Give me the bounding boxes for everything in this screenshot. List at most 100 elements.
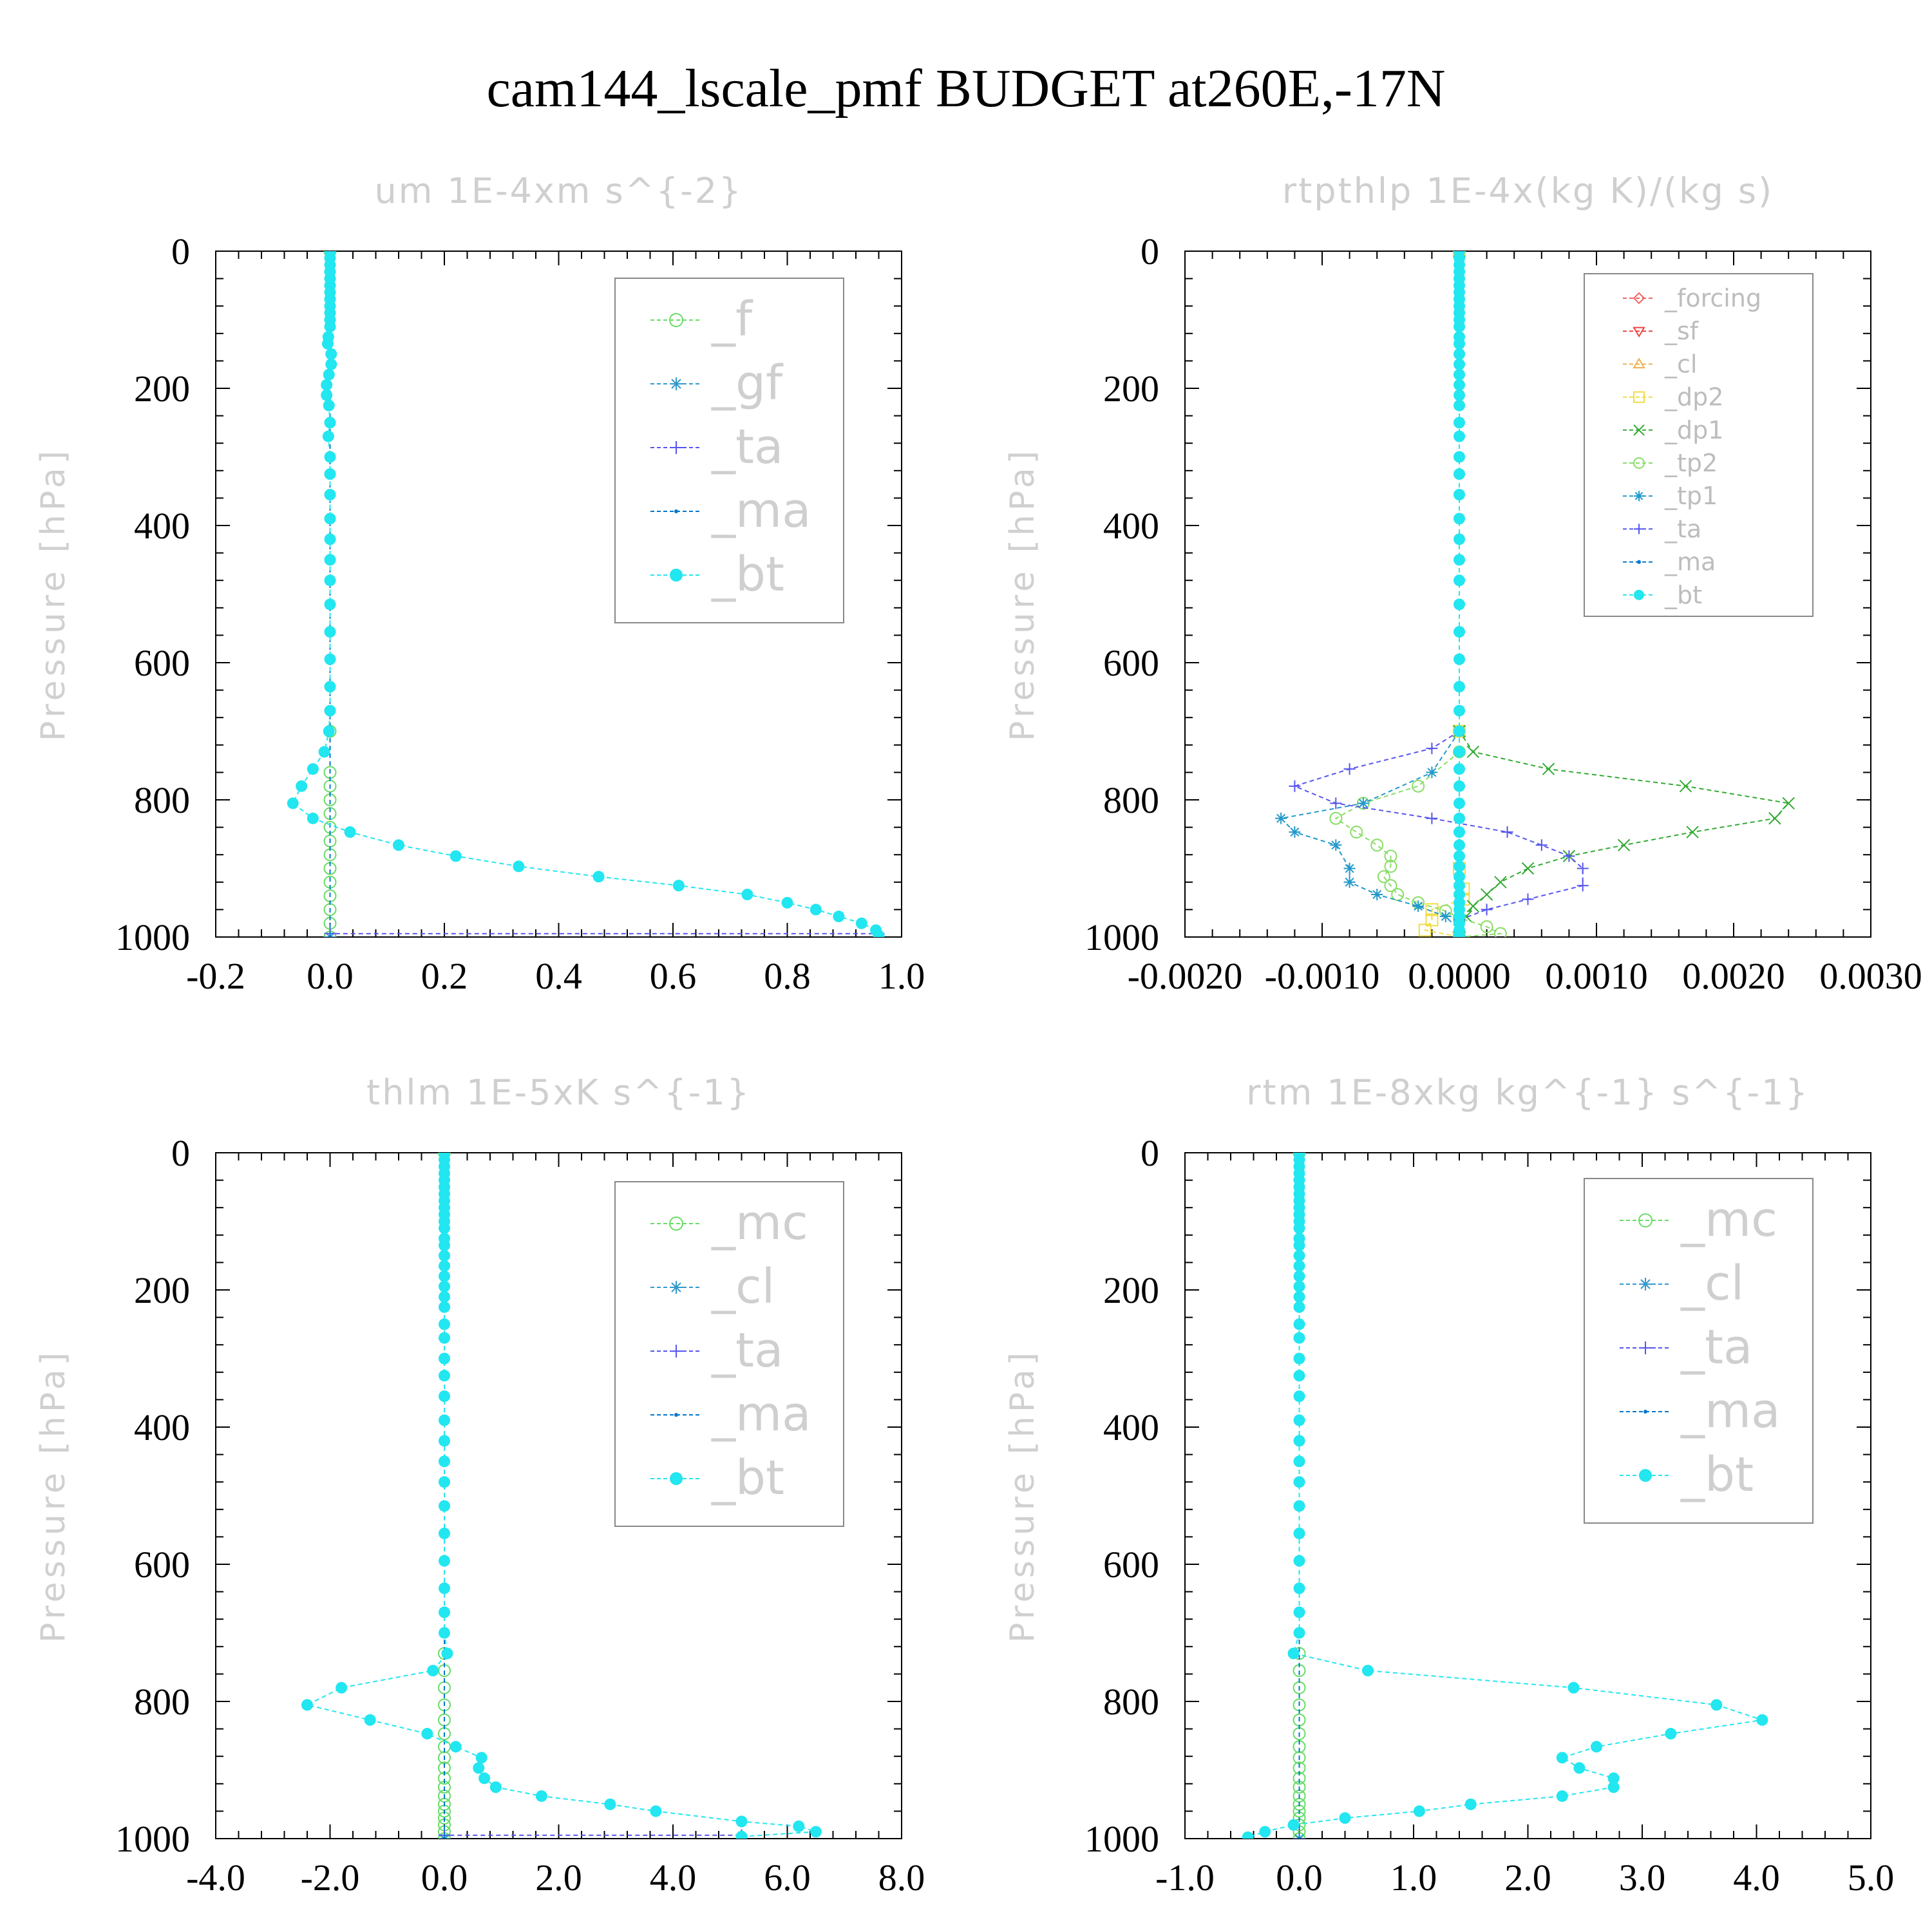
- y-tick-label: 1000: [115, 916, 190, 958]
- data-point-bt: [1454, 348, 1465, 360]
- data-point-tp2: [1350, 826, 1363, 839]
- x-tick-label: 3.0: [1619, 1857, 1666, 1899]
- data-point-bt: [393, 839, 404, 851]
- y-axis-label: Pressure [hPa]: [1003, 447, 1042, 741]
- data-point-bt: [1454, 839, 1465, 851]
- y-tick-label: 200: [1103, 1269, 1159, 1311]
- panel-title: rtpthlp 1E-4x(kg K)/(kg s): [1282, 171, 1774, 211]
- data-point-bt: [439, 1370, 450, 1382]
- data-point-bt: [1454, 489, 1465, 501]
- legend-marker-mc: [1638, 1213, 1653, 1227]
- data-layer: [287, 251, 885, 937]
- data-point-bt: [833, 911, 845, 923]
- data-point-bt: [439, 1260, 450, 1272]
- data-point-bt: [1293, 1528, 1305, 1540]
- legend-marker-ma: [1637, 560, 1641, 564]
- data-point-bt: [1293, 1318, 1305, 1331]
- x-tick-label: -0.2: [186, 955, 245, 997]
- data-point-bt: [301, 1699, 313, 1711]
- data-point-bt: [1454, 725, 1465, 737]
- data-point-tp2: [1377, 870, 1390, 884]
- data-point-tp1: [1343, 862, 1356, 875]
- plot-frame: [1184, 251, 1871, 938]
- legend-marker-forcing: [1633, 292, 1645, 305]
- data-point-bt: [439, 1627, 450, 1639]
- data-point-tp1: [1289, 826, 1301, 838]
- data-point-bt: [1454, 337, 1465, 350]
- legend-label-ma: _ma: [711, 1387, 811, 1442]
- data-point-dp1: [1542, 762, 1555, 775]
- y-tick-label: 200: [134, 368, 190, 410]
- y-tick-label: 400: [134, 505, 190, 547]
- data-point-bt: [325, 348, 337, 360]
- data-point-bt: [1293, 1555, 1305, 1567]
- data-point-bt: [489, 1781, 502, 1794]
- legend-label-bt: _bt: [711, 547, 784, 602]
- y-tick-label: 0: [1141, 1132, 1159, 1174]
- data-point-bt: [450, 1741, 462, 1753]
- data-point-bt: [873, 929, 885, 937]
- legend-box: [1584, 1178, 1814, 1524]
- data-point-bt: [324, 489, 336, 501]
- panel-title: thlm 1E-5xK s^{-1}: [366, 1072, 751, 1113]
- x-tick-label: -0.0020: [1128, 955, 1243, 997]
- data-point-tp1: [1330, 839, 1342, 851]
- data-point-bt: [1293, 1239, 1305, 1251]
- x-tick-label: 0.0030: [1819, 955, 1922, 997]
- legend-marker-dp1: [1633, 424, 1645, 436]
- data-point-bt: [1339, 1812, 1351, 1824]
- data-point-bt: [318, 746, 330, 758]
- data-point-bt: [1293, 1476, 1305, 1488]
- y-tick-label: 600: [1103, 642, 1159, 684]
- y-tick-label: 600: [134, 642, 190, 684]
- data-point-dp1: [1686, 826, 1699, 838]
- y-tick-label: 800: [1103, 779, 1159, 821]
- data-point-ta: [1289, 780, 1301, 792]
- data-point-bt: [439, 1390, 450, 1403]
- y-axis-label: Pressure [hPa]: [1003, 1349, 1042, 1643]
- legend-marker-ta: [670, 441, 683, 454]
- data-layer: [1242, 1153, 1768, 1839]
- data-point-bt: [473, 1762, 485, 1774]
- data-point-bt: [592, 871, 605, 883]
- x-tick-label: 0.8: [764, 955, 811, 997]
- legend-label-dp2: _dp2: [1664, 383, 1723, 412]
- data-point-bt: [1454, 321, 1465, 333]
- data-point-bt: [855, 917, 867, 929]
- data-point-bt: [1293, 1500, 1305, 1512]
- data-point-bt: [307, 812, 319, 824]
- data-point-bt: [1454, 888, 1465, 900]
- data-point-bt: [1242, 1831, 1254, 1839]
- data-point-bt: [1665, 1728, 1677, 1740]
- legend-label-ta: _ta: [711, 419, 783, 475]
- data-point-bt: [323, 368, 335, 381]
- data-point-bt: [439, 1455, 450, 1468]
- panel-4: rtm 1E-8xkg kg^{-1} s^{-1} Pressure [hPa]…: [1003, 1072, 1894, 1899]
- data-point-bt: [1454, 797, 1465, 810]
- data-point-bt: [324, 468, 336, 480]
- data-layer: [301, 1153, 822, 1839]
- data-point-bt: [650, 1805, 662, 1817]
- x-tick-label: 0.0: [1276, 1857, 1323, 1899]
- data-point-bt: [439, 1318, 450, 1331]
- data-point-bt: [1293, 1455, 1305, 1468]
- data-point-tp1: [1275, 812, 1287, 824]
- legend-label-ta: _ta: [1664, 515, 1701, 543]
- data-point-ta: [1343, 763, 1356, 775]
- data-point-ma: [328, 935, 332, 937]
- data-point-bt: [535, 1790, 547, 1802]
- data-point-tp2: [1493, 927, 1507, 937]
- y-tick-label: 600: [134, 1544, 190, 1586]
- data-point-tp2: [1370, 838, 1384, 852]
- data-point-bt: [793, 1820, 805, 1832]
- legend-marker-ma: [1643, 1410, 1647, 1414]
- legend-label-ta: _ta: [1680, 1320, 1752, 1375]
- data-point-bt: [321, 379, 333, 391]
- data-point-ta: [1426, 812, 1438, 824]
- data-point-ta: [1426, 743, 1438, 755]
- data-point-tp2: [1480, 920, 1493, 934]
- legend-marker-bt: [670, 569, 683, 582]
- data-point-bt: [439, 1280, 450, 1293]
- data-point-bt: [439, 1528, 450, 1540]
- legend-marker-tp1: [1634, 491, 1644, 502]
